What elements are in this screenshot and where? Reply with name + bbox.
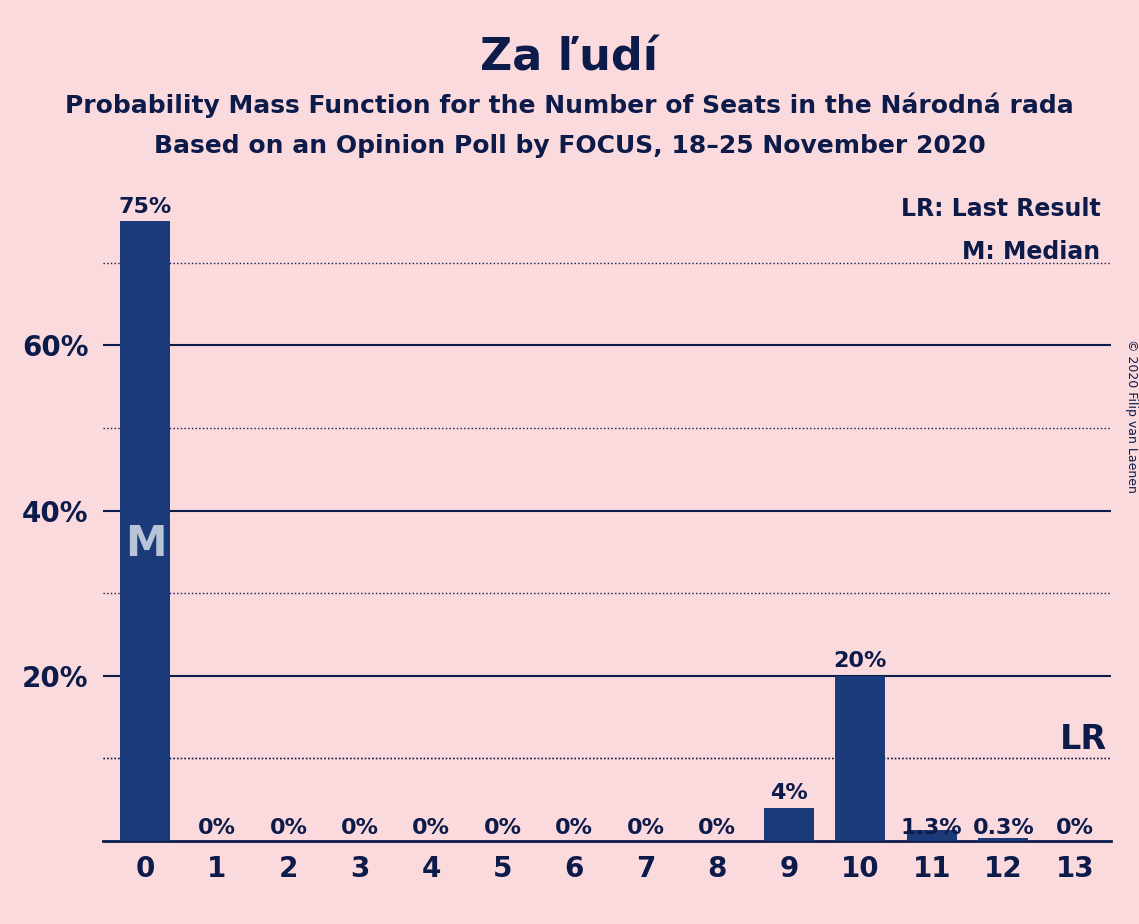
Bar — [764, 808, 814, 841]
Text: 0%: 0% — [556, 818, 593, 837]
Text: Based on an Opinion Poll by FOCUS, 18–25 November 2020: Based on an Opinion Poll by FOCUS, 18–25… — [154, 134, 985, 158]
Text: M: Median: M: Median — [962, 239, 1100, 263]
Text: 20%: 20% — [834, 650, 887, 671]
Text: 0%: 0% — [341, 818, 379, 837]
Text: 75%: 75% — [118, 197, 172, 216]
Text: 4%: 4% — [770, 783, 808, 803]
Text: LR: Last Result: LR: Last Result — [901, 197, 1100, 221]
Text: Za ľudí: Za ľudí — [481, 37, 658, 80]
Text: 0%: 0% — [412, 818, 450, 837]
Text: © 2020 Filip van Laenen: © 2020 Filip van Laenen — [1124, 339, 1138, 492]
Text: 1.3%: 1.3% — [901, 818, 962, 837]
Bar — [121, 222, 171, 841]
Bar — [978, 838, 1029, 841]
Bar — [835, 675, 885, 841]
Text: LR: LR — [1059, 723, 1107, 756]
Text: 0%: 0% — [626, 818, 665, 837]
Text: 0.3%: 0.3% — [973, 818, 1034, 837]
Bar — [907, 830, 957, 841]
Text: 0%: 0% — [1056, 818, 1093, 837]
Text: Probability Mass Function for the Number of Seats in the Národná rada: Probability Mass Function for the Number… — [65, 92, 1074, 118]
Text: 0%: 0% — [698, 818, 736, 837]
Text: M: M — [124, 523, 166, 565]
Text: 0%: 0% — [198, 818, 236, 837]
Text: 0%: 0% — [484, 818, 522, 837]
Text: 0%: 0% — [270, 818, 308, 837]
